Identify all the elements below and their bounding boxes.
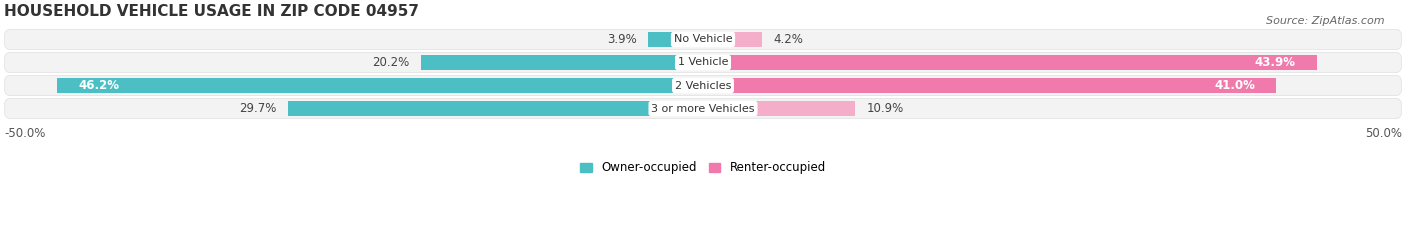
Bar — [648, 32, 703, 47]
Text: 46.2%: 46.2% — [79, 79, 120, 92]
Text: 3.9%: 3.9% — [607, 33, 637, 46]
FancyBboxPatch shape — [4, 75, 1402, 96]
FancyBboxPatch shape — [4, 52, 1402, 73]
Text: Source: ZipAtlas.com: Source: ZipAtlas.com — [1267, 16, 1385, 26]
Legend: Owner-occupied, Renter-occupied: Owner-occupied, Renter-occupied — [575, 157, 831, 179]
Text: HOUSEHOLD VEHICLE USAGE IN ZIP CODE 04957: HOUSEHOLD VEHICLE USAGE IN ZIP CODE 0495… — [4, 4, 419, 19]
Text: 4.2%: 4.2% — [773, 33, 803, 46]
Text: 43.9%: 43.9% — [1254, 56, 1295, 69]
Text: 2 Vehicles: 2 Vehicles — [675, 81, 731, 90]
Text: 29.7%: 29.7% — [239, 102, 277, 115]
Bar — [58, 78, 703, 93]
Text: 20.2%: 20.2% — [373, 56, 409, 69]
Bar — [288, 101, 703, 116]
FancyBboxPatch shape — [4, 29, 1402, 50]
Text: 1 Vehicle: 1 Vehicle — [678, 58, 728, 68]
Text: 41.0%: 41.0% — [1215, 79, 1256, 92]
Bar — [703, 78, 1277, 93]
Text: No Vehicle: No Vehicle — [673, 34, 733, 45]
Text: -50.0%: -50.0% — [4, 127, 45, 140]
Bar — [703, 101, 855, 116]
Text: 10.9%: 10.9% — [866, 102, 904, 115]
Text: 3 or more Vehicles: 3 or more Vehicles — [651, 103, 755, 113]
Bar — [420, 55, 703, 70]
Bar — [703, 55, 1316, 70]
Bar — [703, 32, 762, 47]
Text: 50.0%: 50.0% — [1365, 127, 1402, 140]
FancyBboxPatch shape — [4, 98, 1402, 119]
